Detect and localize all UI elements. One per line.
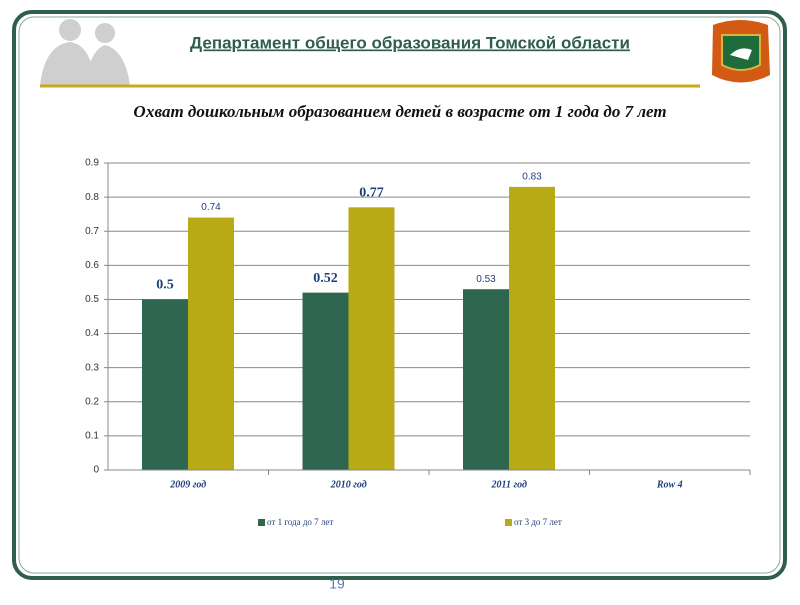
value-label: 0.5 bbox=[156, 278, 174, 293]
y-tick-label: 0.4 bbox=[85, 328, 99, 339]
y-tick-label: 0.3 bbox=[85, 362, 99, 373]
slide-frame bbox=[12, 10, 787, 580]
bar bbox=[348, 207, 395, 470]
slide-frame-inner bbox=[18, 16, 781, 574]
bar bbox=[302, 292, 349, 470]
people-silhouette bbox=[40, 19, 130, 85]
bar bbox=[509, 186, 555, 470]
chart-title: Охват дошкольным образованием детей в во… bbox=[133, 102, 666, 121]
legend-swatch bbox=[258, 519, 265, 526]
y-tick-label: 0.7 bbox=[85, 226, 99, 237]
y-tick-label: 0 bbox=[93, 465, 99, 476]
value-label: 0.74 bbox=[201, 202, 221, 213]
value-label: 0.52 bbox=[313, 271, 338, 286]
y-tick-label: 0.2 bbox=[85, 396, 99, 407]
coat-of-arms bbox=[712, 20, 770, 83]
x-tick-label: 2009 год bbox=[169, 479, 206, 490]
x-tick-label: 2010 год bbox=[330, 479, 367, 490]
y-tick-label: 0.5 bbox=[85, 294, 99, 305]
x-tick-label: Row 4 bbox=[656, 479, 683, 490]
value-label: 0.77 bbox=[359, 186, 384, 201]
bar bbox=[463, 289, 509, 470]
value-label: 0.53 bbox=[476, 274, 496, 285]
bar bbox=[142, 299, 188, 470]
bar bbox=[188, 217, 234, 470]
y-tick-label: 0.6 bbox=[85, 260, 99, 271]
legend-label: от 3 до 7 лет bbox=[514, 517, 562, 527]
y-tick-label: 0.9 bbox=[85, 158, 99, 169]
x-tick-label: 2011 год bbox=[491, 479, 528, 490]
page-number: 19 bbox=[329, 576, 345, 592]
header-title: Департамент общего образования Томской о… bbox=[190, 33, 630, 52]
legend-swatch bbox=[505, 519, 512, 526]
value-label: 0.83 bbox=[522, 172, 542, 183]
y-tick-label: 0.1 bbox=[85, 431, 99, 442]
y-tick-label: 0.8 bbox=[85, 192, 99, 203]
legend-label: от 1 года до 7 лет bbox=[267, 517, 333, 527]
